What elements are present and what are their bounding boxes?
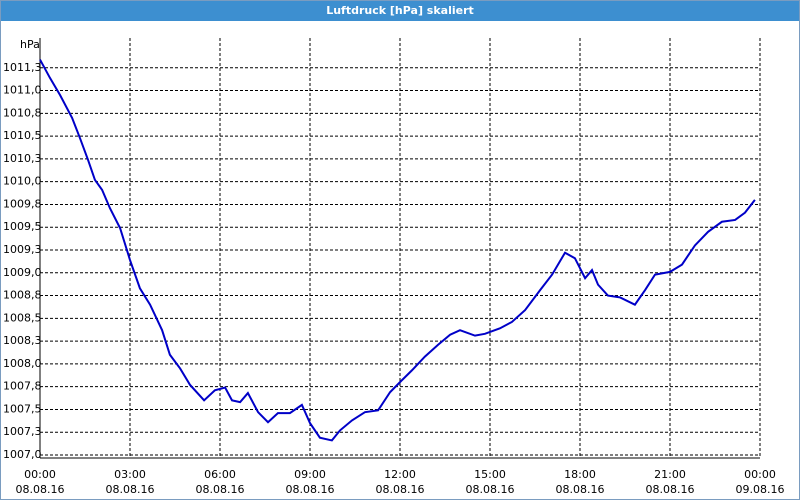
x-tick-label: 00:00 (744, 468, 776, 481)
y-tick-label: 1007,3 (3, 425, 42, 438)
x-tick-label: 00:00 (24, 468, 56, 481)
y-tick-label: 1011,0 (3, 84, 42, 97)
y-tick-label: 1008,3 (3, 334, 42, 347)
x-tick-date: 08.08.16 (196, 483, 245, 496)
x-tick-label: 06:00 (204, 468, 236, 481)
y-tick-label: 1007,5 (3, 402, 42, 415)
y-tick-label: 1010,8 (3, 106, 42, 119)
y-tick-label: 1008,5 (3, 311, 42, 324)
x-tick-date: 08.08.16 (466, 483, 515, 496)
y-tick-label: 1009,5 (3, 220, 42, 233)
x-tick-date: 08.08.16 (16, 483, 65, 496)
x-tick-label: 21:00 (654, 468, 686, 481)
x-tick-date: 09.08.16 (736, 483, 785, 496)
y-tick-label: 1007,8 (3, 380, 42, 393)
y-tick-label: 1009,3 (3, 243, 42, 256)
y-tick-label: 1008,0 (3, 357, 42, 370)
x-tick-date: 08.08.16 (106, 483, 155, 496)
x-tick-date: 08.08.16 (286, 483, 335, 496)
y-tick-label: 1008,8 (3, 289, 42, 302)
x-tick-label: 09:00 (294, 468, 326, 481)
x-tick-label: 15:00 (474, 468, 506, 481)
x-tick-date: 08.08.16 (556, 483, 605, 496)
y-tick-label: 1007,0 (3, 448, 42, 461)
y-tick-label: 1009,8 (3, 197, 42, 210)
y-tick-label: 1009,0 (3, 266, 42, 279)
x-tick-date: 08.08.16 (376, 483, 425, 496)
data-line (39, 59, 756, 442)
title-bar: Luftdruck [hPa] skaliert (1, 1, 799, 21)
y-tick-label: 1010,0 (3, 175, 42, 188)
x-tick-label: 18:00 (564, 468, 596, 481)
x-tick-label: 03:00 (114, 468, 146, 481)
y-tick-label: 1010,5 (3, 129, 42, 142)
y-tick-label: 1010,3 (3, 152, 42, 165)
y-tick-label: 1011,3 (3, 61, 42, 74)
x-tick-date: 08.08.16 (646, 483, 695, 496)
y-axis-label: hPa (20, 38, 40, 51)
x-tick-label: 12:00 (384, 468, 416, 481)
